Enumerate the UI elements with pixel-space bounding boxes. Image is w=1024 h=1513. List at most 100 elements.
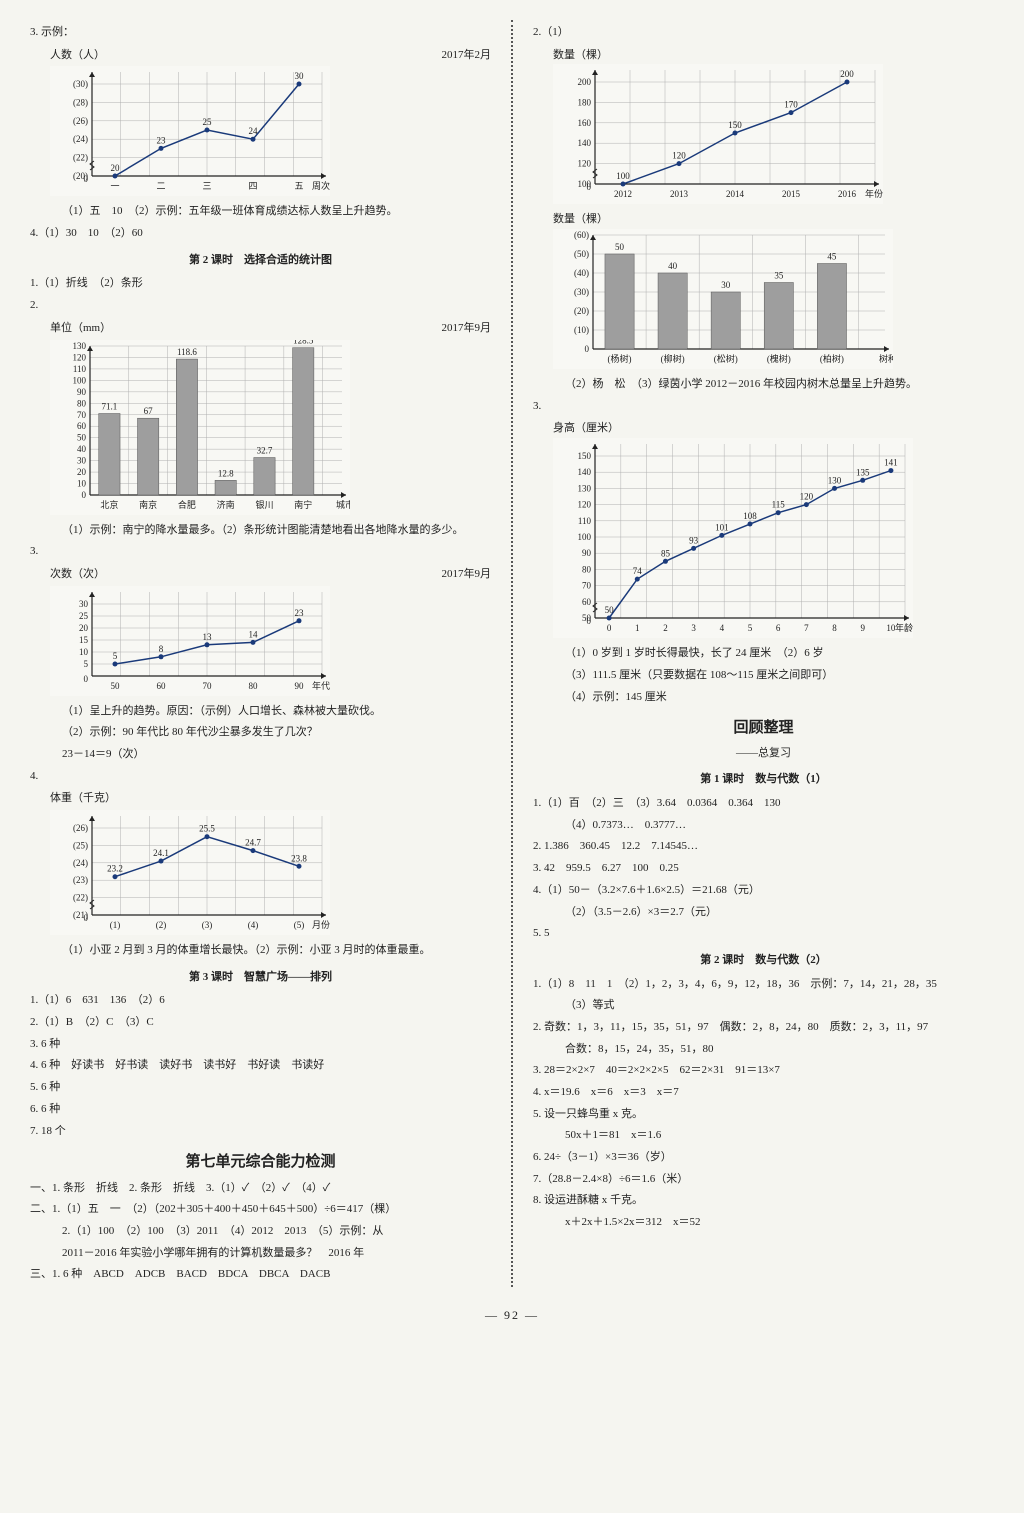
r2-q4: 4. x＝19.6 x＝6 x＝3 x＝7 [533, 1083, 994, 1102]
section3-title: 第 3 课时 智慧广场——排列 [30, 968, 491, 987]
svg-text:(5): (5) [294, 920, 305, 930]
s2-q3-a3: 23－14＝9（次） [30, 745, 491, 764]
svg-text:12.8: 12.8 [218, 468, 234, 478]
ut-2-2: 2.（1）100 （2）100 （3）2011 （4）2012 2013 （5）… [30, 1222, 491, 1241]
svg-text:0: 0 [587, 182, 592, 192]
ut-2-1: 二、1.（1）五 一 （2）（202＋305＋400＋450＋645＋500）÷… [30, 1200, 491, 1219]
svg-text:80: 80 [77, 398, 87, 408]
svg-text:120: 120 [672, 151, 686, 161]
svg-text:(40): (40) [574, 268, 589, 278]
chart-6-bar: 数量（棵） 0(10)(20)(30)(40)(50)(60)50(杨树)40(… [553, 210, 994, 369]
svg-text:2014: 2014 [726, 189, 745, 199]
r-q3-label: 3. [533, 397, 994, 416]
chart2-svg: 010203040506070809010011012013071.1北京67南… [50, 340, 350, 515]
review-sub: ——总复习 [533, 744, 994, 763]
svg-text:(25): (25) [73, 840, 88, 850]
svg-text:(50): (50) [574, 249, 589, 259]
svg-text:0: 0 [607, 623, 612, 633]
ut-2-3: 2011－2016 年实验小学哪年拥有的计算机数量最多？ 2016 年 [30, 1244, 491, 1263]
svg-text:(24): (24) [73, 135, 88, 145]
chart1-svg: (30)(28)(26)(24)(22)(20)0一二三四五周次20232524… [50, 66, 330, 196]
svg-text:85: 85 [661, 548, 671, 558]
s3-q4: 4. 6 种 好读书 好书读 读好书 读书好 书好读 书读好 [30, 1056, 491, 1075]
chart3-ytitle: 次数（次） [50, 565, 105, 584]
svg-text:40: 40 [77, 444, 87, 454]
svg-text:118.6: 118.6 [177, 347, 197, 357]
svg-text:二: 二 [156, 181, 165, 191]
page-layout: 3. 示例： 人数（人） 2017年2月 (30)(28)(26)(24)(22… [30, 20, 994, 1287]
s2-q4-a: （1）小亚 2 月到 3 月的体重增长最快。（2）示例：小亚 3 月时的体重最重… [30, 941, 491, 960]
r2-q2b: 合数：8，15，24，35，51，80 [533, 1040, 994, 1059]
svg-text:140: 140 [578, 139, 592, 149]
svg-text:90: 90 [77, 386, 87, 396]
s2-q3-label: 3. [30, 542, 491, 561]
svg-text:25: 25 [203, 117, 213, 127]
svg-text:30: 30 [79, 599, 89, 609]
svg-text:120: 120 [800, 492, 814, 502]
svg-text:60: 60 [157, 681, 167, 691]
svg-text:济南: 济南 [217, 499, 235, 510]
s3-q1: 1.（1）6 631 136 （2）6 [30, 991, 491, 1010]
svg-text:四: 四 [248, 181, 257, 191]
svg-text:(柏树): (柏树) [820, 353, 844, 364]
svg-text:60: 60 [77, 421, 87, 431]
svg-text:南京: 南京 [139, 499, 157, 510]
r1-q4b: （2）（3.5－2.6）×3＝2.7（元） [533, 903, 994, 922]
svg-text:城市: 城市 [336, 499, 350, 510]
q3-answer-1: （1）五 10 （2）示例：五年级一班体育成绩达标人数呈上升趋势。 [30, 202, 491, 221]
svg-text:160: 160 [578, 118, 592, 128]
svg-text:15: 15 [79, 635, 89, 645]
svg-text:0: 0 [587, 616, 592, 626]
s3-q2: 2.（1）B （2）C （3）C [30, 1013, 491, 1032]
svg-text:月份: 月份 [312, 919, 330, 930]
svg-text:115: 115 [772, 500, 786, 510]
svg-text:(30): (30) [574, 287, 589, 297]
s2-q3-a1: （1）呈上升的趋势。原因：（示例）人口增长、森林被大量砍伐。 [30, 702, 491, 721]
s2-q4-label: 4. [30, 767, 491, 786]
svg-text:23: 23 [157, 136, 167, 146]
chart2-ytitle: 单位（mm） [50, 319, 111, 338]
r-q3-a1: （1）0 岁到 1 岁时长得最快，长了 24 厘米 （2）6 岁 [533, 644, 994, 663]
chart1-header: 人数（人） 2017年2月 [50, 46, 491, 65]
column-divider [511, 20, 513, 1287]
svg-text:24.7: 24.7 [245, 838, 261, 848]
q3-label: 3. 示例： [30, 23, 491, 42]
chart2-date: 2017年9月 [442, 319, 492, 338]
chart2-header: 单位（mm） 2017年9月 [50, 319, 491, 338]
svg-text:70: 70 [77, 409, 87, 419]
section2-title: 第 2 课时 选择合适的统计图 [30, 251, 491, 270]
r-q2-a: （2）杨 松 （3）绿茵小学 2012－2016 年校园内树木总量呈上升趋势。 [533, 375, 994, 394]
r2-q7: 7.（28.8－2.4×8）÷6＝1.6（米） [533, 1170, 994, 1189]
svg-text:100: 100 [578, 532, 592, 542]
svg-text:0: 0 [585, 344, 590, 354]
svg-text:150: 150 [578, 451, 592, 461]
ut-3: 三、1. 6 种 ABCD ADCB BACD BDCA DBCA DACB [30, 1265, 491, 1284]
unit-test-title: 第七单元综合能力检测 [30, 1150, 491, 1176]
svg-text:70: 70 [203, 681, 213, 691]
svg-text:0: 0 [84, 674, 89, 684]
svg-text:71.1: 71.1 [102, 401, 118, 411]
svg-text:(23): (23) [73, 875, 88, 885]
svg-text:14: 14 [249, 629, 259, 639]
svg-text:4: 4 [720, 623, 725, 633]
svg-text:2: 2 [663, 623, 668, 633]
svg-text:年龄（岁）: 年龄（岁） [895, 622, 913, 633]
chart7-ytitle: 身高（厘米） [553, 419, 994, 438]
svg-text:24: 24 [249, 127, 259, 137]
r-q3-a3: （4）示例：145 厘米 [533, 688, 994, 707]
svg-text:128.5: 128.5 [293, 340, 314, 346]
svg-text:30: 30 [295, 71, 305, 81]
r2-q6: 6. 24÷（3－1）×3＝36（岁） [533, 1148, 994, 1167]
chart-5-line: 数量（棵） 2001801601401201000201220132014201… [553, 46, 994, 205]
r2-q3: 3. 28＝2×2×7 40＝2×2×2×5 62＝2×31 91＝13×7 [533, 1061, 994, 1080]
r2-q5b: 50x＋1＝81 x＝1.6 [533, 1126, 994, 1145]
svg-text:0: 0 [84, 174, 89, 184]
r-q2-label: 2.（1） [533, 23, 994, 42]
svg-text:140: 140 [578, 467, 592, 477]
svg-text:32.7: 32.7 [257, 445, 273, 455]
svg-text:(1): (1) [110, 920, 121, 930]
svg-text:(3): (3) [202, 920, 213, 930]
svg-text:8: 8 [159, 643, 164, 653]
chart5-ytitle: 数量（棵） [553, 46, 994, 65]
svg-text:3: 3 [691, 623, 696, 633]
